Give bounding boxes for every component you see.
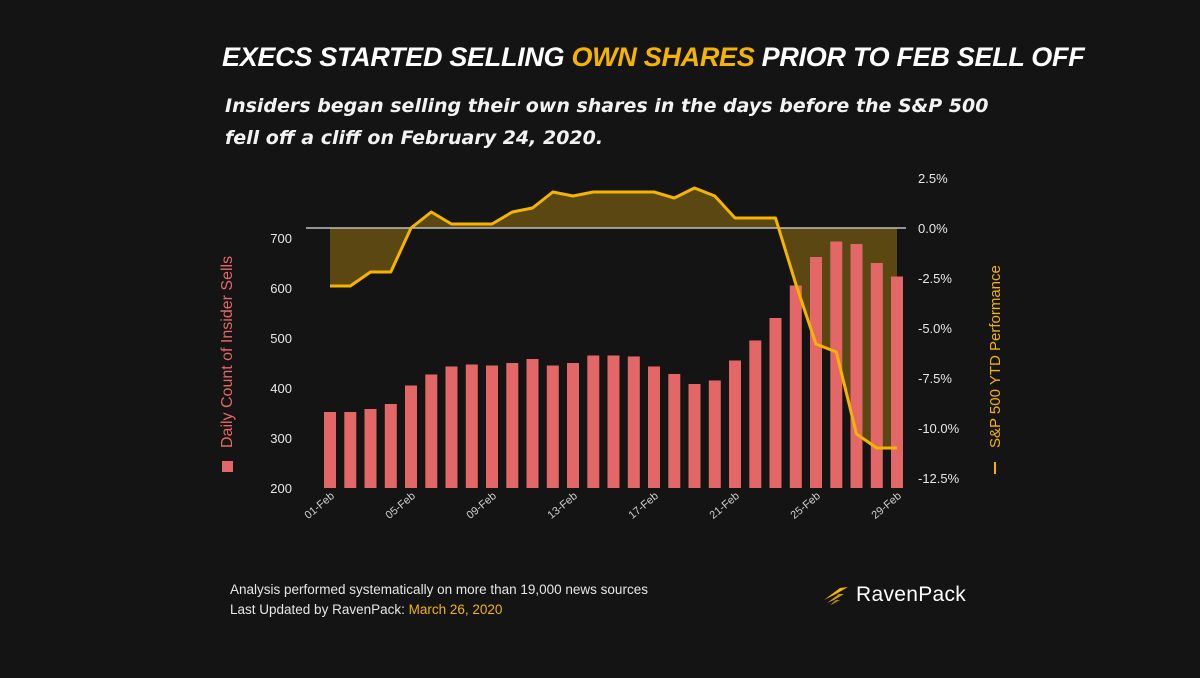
bar-11-Feb — [526, 359, 539, 488]
title-part-2: PRIOR TO FEB SELL OFF — [754, 42, 1085, 72]
bar-08-Feb — [465, 364, 478, 488]
left-tick-label: 200 — [270, 481, 292, 496]
bar-09-Feb — [486, 365, 498, 488]
right-tick-label: -7.5% — [918, 371, 952, 386]
right-axis: 2.5% 0.0% -2.5% -5.0% -7.5% -10.0% -12.5% — [918, 171, 960, 486]
left-axis: 200 300 400 500 600 700 — [270, 231, 292, 496]
title-highlight: OWN SHARES — [571, 42, 755, 72]
ravenpack-logo: RavenPack — [822, 583, 966, 607]
left-axis-legend-swatch — [222, 461, 233, 472]
logo-text: RavenPack — [856, 583, 967, 606]
x-tick-label: 05-Feb — [384, 490, 418, 522]
chart-subtitle: Insiders began selling their own shares … — [225, 95, 989, 149]
x-tick-label: 09-Feb — [465, 490, 499, 522]
bar-17-Feb — [648, 366, 660, 488]
right-tick-label: 2.5% — [918, 171, 948, 186]
insider-sells-bars — [324, 241, 903, 488]
bar-19-Feb — [688, 384, 701, 488]
bar-24-Feb — [789, 285, 802, 488]
x-tick-label: 17-Feb — [627, 490, 661, 522]
bar-06-Feb — [425, 374, 438, 488]
sp500-line — [330, 186, 897, 450]
bar-14-Feb — [587, 355, 600, 488]
left-tick-label: 700 — [270, 231, 292, 246]
x-tick-label: 13-Feb — [546, 490, 580, 522]
left-axis-title: Daily Count of Insider Sells — [219, 256, 236, 448]
x-tick-label: 01-Feb — [303, 490, 337, 522]
x-tick-label: 21-Feb — [708, 490, 742, 522]
right-tick-label: -12.5% — [918, 471, 960, 486]
right-axis-title-group: S&P 500 YTD Performance — [987, 265, 1004, 474]
bar-29-Feb — [891, 276, 903, 488]
right-tick-label: 0.0% — [918, 221, 948, 236]
bar-04-Feb — [384, 404, 397, 488]
right-tick-label: -5.0% — [918, 321, 952, 336]
footer-updated-label: Last Updated by RavenPack: — [230, 602, 409, 617]
right-tick-label: -10.0% — [918, 421, 960, 436]
right-axis-title: S&P 500 YTD Performance — [987, 265, 1004, 448]
bar-03-Feb — [364, 409, 377, 488]
bar-02-Feb — [344, 412, 357, 488]
bar-25-Feb — [810, 257, 822, 488]
bar-15-Feb — [607, 355, 620, 488]
bar-12-Feb — [546, 365, 559, 488]
left-tick-label: 600 — [270, 281, 292, 296]
left-tick-label: 400 — [270, 381, 292, 396]
bar-07-Feb — [445, 366, 458, 488]
footer-sources-note: Analysis performed systematically on mor… — [230, 582, 648, 597]
x-tick-label: 29-Feb — [870, 490, 904, 522]
bar-05-Feb — [405, 385, 417, 488]
left-axis-title-group: Daily Count of Insider Sells — [219, 256, 236, 472]
footer-updated: Last Updated by RavenPack: March 26, 202… — [230, 600, 648, 620]
bar-01-Feb — [324, 412, 336, 488]
title-part-1: EXECS STARTED SELLING — [222, 42, 572, 72]
footer-updated-date: March 26, 2020 — [408, 602, 503, 617]
bar-13-Feb — [567, 363, 579, 488]
x-axis: 01-Feb 05-Feb 09-Feb 13-Feb 17-Feb 21-Feb 25-F… — [303, 490, 904, 522]
left-tick-label: 300 — [270, 431, 292, 446]
bar-22-Feb — [749, 340, 762, 488]
bar-23-Feb — [769, 318, 782, 488]
bar-26-Feb — [830, 241, 843, 488]
bar-21-Feb — [729, 360, 741, 488]
right-tick-label: -2.5% — [918, 271, 952, 286]
x-tick-label: 25-Feb — [789, 490, 823, 522]
bar-20-Feb — [708, 380, 721, 488]
left-tick-label: 500 — [270, 331, 292, 346]
bar-18-Feb — [668, 374, 681, 488]
bar-27-Feb — [850, 244, 863, 488]
bar-28-Feb — [870, 263, 883, 488]
bar-10-Feb — [506, 363, 519, 488]
footer: Analysis performed systematically on mor… — [230, 580, 648, 620]
chart-title: EXECS STARTED SELLING OWN SHARES PRIOR T… — [222, 42, 1085, 73]
bar-16-Feb — [627, 356, 640, 488]
ravenpack-feather-icon — [824, 587, 848, 605]
sp500-line-layer — [330, 186, 897, 450]
